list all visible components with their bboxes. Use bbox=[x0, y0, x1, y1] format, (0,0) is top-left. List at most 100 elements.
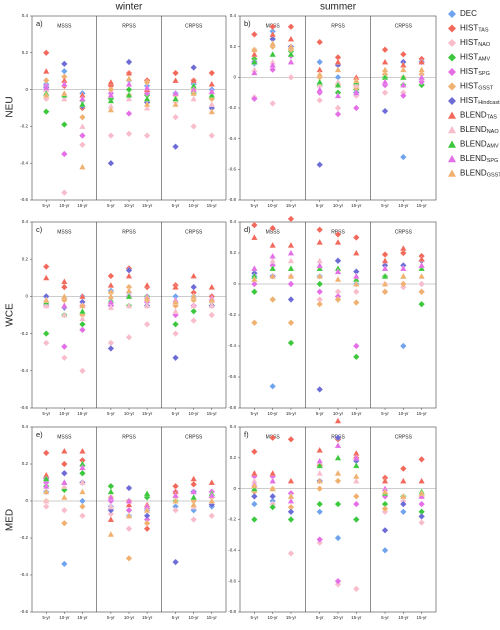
marker bbox=[125, 484, 133, 492]
marker bbox=[79, 488, 86, 495]
marker bbox=[352, 280, 360, 287]
marker bbox=[60, 460, 68, 468]
marker bbox=[418, 78, 425, 86]
marker bbox=[269, 265, 277, 272]
column-title: summer bbox=[320, 2, 357, 13]
marker bbox=[42, 449, 50, 457]
marker bbox=[334, 500, 342, 508]
marker bbox=[190, 292, 198, 300]
marker bbox=[107, 91, 115, 98]
y-tick-label: -0.6 bbox=[20, 609, 28, 614]
x-tick-label: 15-yr bbox=[207, 615, 218, 620]
marker bbox=[352, 272, 360, 279]
marker bbox=[381, 288, 389, 296]
marker bbox=[269, 23, 277, 31]
legend-marker bbox=[448, 126, 456, 134]
marker bbox=[42, 475, 50, 482]
marker bbox=[190, 89, 198, 96]
marker bbox=[381, 78, 389, 85]
marker bbox=[107, 132, 115, 139]
x-tick-label: 10-yr bbox=[268, 411, 279, 416]
legend-label: HISTNAO bbox=[460, 38, 491, 48]
x-tick-label: 5-yr bbox=[316, 411, 324, 416]
marker bbox=[107, 304, 115, 311]
marker bbox=[125, 75, 133, 82]
x-tick-label: 5-yr bbox=[250, 411, 258, 416]
marker bbox=[208, 479, 216, 486]
y-tick-label: 0 bbox=[25, 498, 28, 503]
x-tick-label: 5-yr bbox=[316, 203, 324, 208]
x-tick-label: 10-yr bbox=[189, 615, 200, 620]
x-tick-label: 5-yr bbox=[172, 411, 180, 416]
marker bbox=[107, 97, 115, 104]
marker bbox=[381, 488, 389, 495]
marker bbox=[316, 272, 324, 279]
marker bbox=[208, 69, 216, 77]
marker bbox=[208, 88, 216, 95]
marker bbox=[352, 342, 360, 350]
marker bbox=[418, 477, 425, 484]
y-tick-label: -0.2 bbox=[228, 312, 236, 317]
marker bbox=[269, 66, 277, 74]
group-title: CRPSS bbox=[185, 434, 203, 440]
marker bbox=[287, 435, 295, 443]
marker bbox=[60, 60, 68, 68]
marker bbox=[42, 67, 50, 74]
group-title: CRPSS bbox=[395, 229, 413, 235]
marker bbox=[190, 307, 198, 315]
marker bbox=[287, 492, 295, 500]
x-tick-label: 15-yr bbox=[286, 411, 297, 416]
marker bbox=[316, 485, 324, 493]
y-tick-label: -0.4 bbox=[20, 160, 28, 165]
legend-name: BLEND bbox=[460, 154, 487, 163]
marker bbox=[316, 288, 324, 296]
marker bbox=[60, 447, 68, 454]
marker bbox=[287, 73, 295, 81]
y-tick-label: 0 bbox=[233, 75, 236, 80]
x-tick-label: 15-yr bbox=[207, 203, 218, 208]
legend-label: HISTHindcast bbox=[460, 96, 500, 106]
group-title: MSSS bbox=[266, 229, 281, 235]
marker bbox=[172, 354, 179, 362]
marker bbox=[418, 73, 425, 80]
marker bbox=[352, 89, 360, 96]
legend-label: BLENDSPG bbox=[460, 154, 498, 164]
y-tick-label: 0 bbox=[25, 87, 28, 92]
marker bbox=[287, 508, 295, 516]
marker bbox=[125, 58, 133, 66]
legend-label: HISTAMV bbox=[460, 53, 490, 63]
marker bbox=[316, 508, 324, 516]
marker bbox=[251, 50, 258, 57]
marker bbox=[125, 333, 133, 341]
marker bbox=[251, 221, 258, 229]
row-label: NEU bbox=[5, 96, 16, 117]
y-tick-label: -0.4 bbox=[228, 343, 236, 348]
y-tick-label: 0.4 bbox=[22, 424, 29, 429]
marker bbox=[107, 503, 115, 510]
marker bbox=[269, 252, 277, 259]
group-title: MSSS bbox=[57, 229, 72, 235]
legend-label: DEC bbox=[460, 9, 477, 18]
panel-label: a) bbox=[36, 19, 43, 28]
marker bbox=[381, 272, 389, 279]
marker bbox=[399, 465, 407, 472]
y-tick-label: 0.4 bbox=[230, 219, 237, 224]
marker bbox=[251, 485, 258, 492]
marker bbox=[287, 58, 295, 65]
marker bbox=[42, 274, 50, 281]
legend-name: HIST bbox=[460, 67, 478, 76]
x-tick-label: 15-yr bbox=[77, 411, 88, 416]
x-tick-label: 10-yr bbox=[124, 411, 135, 416]
marker bbox=[418, 456, 425, 463]
panel: c) -0.6 -0.4 -0.2 0 0.2 0.4 MSSS RPSS CRPSS 5-yr 10… bbox=[20, 219, 227, 416]
marker bbox=[352, 477, 360, 484]
marker bbox=[399, 272, 407, 279]
x-tick-label: 15-yr bbox=[77, 203, 88, 208]
marker bbox=[79, 163, 86, 170]
marker bbox=[125, 91, 133, 98]
marker bbox=[143, 281, 151, 288]
x-tick-label: 15-yr bbox=[351, 615, 362, 620]
group-title: RPSS bbox=[122, 23, 136, 29]
marker bbox=[352, 500, 360, 508]
marker bbox=[79, 132, 86, 139]
